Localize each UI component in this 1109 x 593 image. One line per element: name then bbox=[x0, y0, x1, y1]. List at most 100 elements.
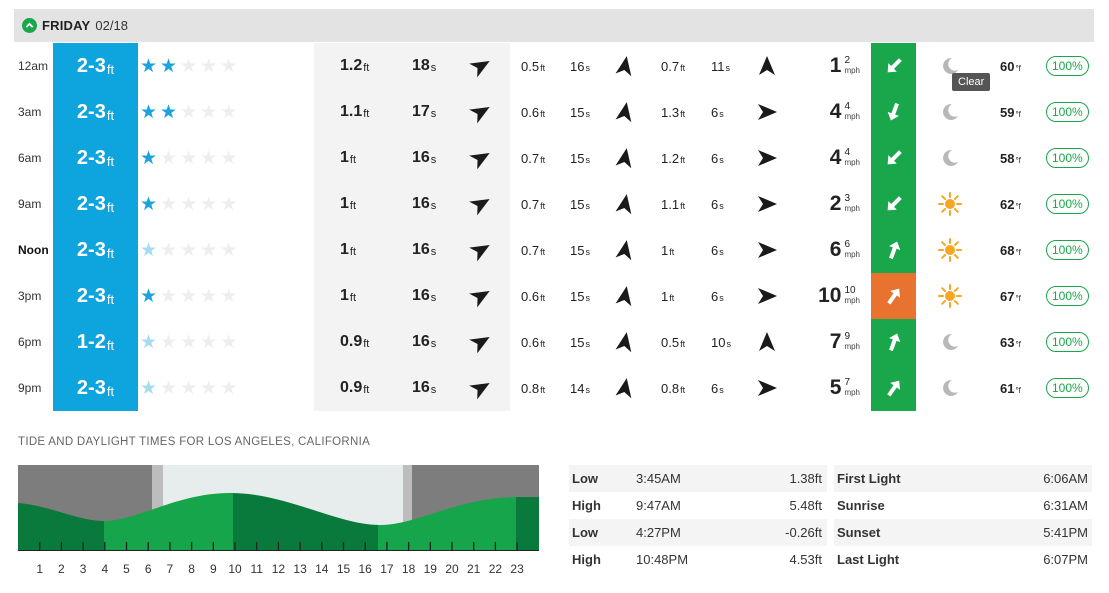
secondary-swell-direction-icon bbox=[610, 181, 640, 227]
secondary-swell-direction-icon bbox=[610, 319, 640, 365]
star-icon: ★ bbox=[220, 285, 241, 307]
tide-hour-labels: 1 2 3 4 5 6 7 8 9 10 11 12 13 14 15 16 17 18 19 20 21 22 23 bbox=[18, 562, 539, 578]
moon-icon[interactable] bbox=[936, 135, 964, 181]
primary-swell-direction-icon bbox=[466, 365, 496, 411]
star-icon: ★ bbox=[140, 55, 161, 77]
star-icon: ★ bbox=[140, 193, 161, 215]
hour-tick-label: 9 bbox=[209, 562, 217, 576]
star-icon: ★ bbox=[180, 285, 201, 307]
hour-tick-label: 19 bbox=[423, 562, 437, 576]
tertiary-swell-height: 0.5 ft bbox=[661, 334, 686, 350]
secondary-swell-height: 0.7 ft bbox=[521, 150, 546, 166]
sun-icon[interactable] bbox=[936, 227, 964, 273]
chevron-up-icon[interactable] bbox=[22, 18, 37, 33]
row-time: Noon bbox=[18, 243, 49, 257]
forecast-row[interactable]: 3am 2-3 ft ★ ★ ★ ★ ★ 1.1 ft 17 s 0.6 ft 15 s 1.3 ft 6 s 4 4 mp… bbox=[14, 89, 1094, 135]
hour-tick-label: 10 bbox=[228, 562, 242, 576]
primary-swell-period: 16 s bbox=[412, 333, 437, 350]
moon-icon[interactable] bbox=[936, 43, 964, 89]
forecast-row[interactable]: 9pm 2-3 ft ★ ★ ★ ★ ★ 0.9 ft 16 s 0.8 ft 14 s 0.8 ft 6 s 5 7 mp… bbox=[14, 365, 1094, 411]
moon-icon[interactable] bbox=[936, 89, 964, 135]
probability-badge: 100% bbox=[1046, 227, 1089, 273]
tertiary-swell-direction-icon bbox=[752, 365, 782, 411]
moon-icon[interactable] bbox=[936, 365, 964, 411]
surf-height: 2-3 ft bbox=[76, 376, 115, 399]
forecast-row[interactable]: 12am 2-3 ft ★ ★ ★ ★ ★ 1.2 ft 18 s 0.5 ft 16 s 0.7 ft 11 s 1 2… bbox=[14, 43, 1094, 89]
star-icon: ★ bbox=[220, 193, 241, 215]
tertiary-swell-direction-icon bbox=[752, 89, 782, 135]
forecast-row[interactable]: 6am 2-3 ft ★ ★ ★ ★ ★ 1 ft 16 s 0.7 ft 15 s 1.2 ft 6 s 4 4 mph 5… bbox=[14, 135, 1094, 181]
secondary-swell-height: 0.8 ft bbox=[521, 380, 546, 396]
tide-row: High 10:48PM 4.53ft bbox=[572, 552, 822, 567]
surf-height-column bbox=[53, 43, 138, 411]
forecast-row[interactable]: 9am 2-3 ft ★ ★ ★ ★ ★ 1 ft 16 s 0.7 ft 15 s 1.1 ft 6 s 2 3 mph 6… bbox=[14, 181, 1094, 227]
secondary-swell-height: 0.6 ft bbox=[521, 104, 546, 120]
secondary-swell-direction-icon bbox=[610, 227, 640, 273]
row-time: 3pm bbox=[18, 289, 42, 303]
star-icon: ★ bbox=[180, 239, 201, 261]
rating-stars: ★ ★ ★ ★ ★ bbox=[140, 319, 240, 365]
star-icon: ★ bbox=[160, 193, 181, 215]
tide-chart bbox=[18, 465, 539, 551]
day-header[interactable]: FRIDAY 02/18 bbox=[14, 9, 1094, 42]
star-icon: ★ bbox=[200, 193, 221, 215]
forecast-row[interactable]: 6pm 1-2 ft ★ ★ ★ ★ ★ 0.9 ft 16 s 0.6 ft 15 s 0.5 ft 10 s 7 9 m… bbox=[14, 319, 1094, 365]
sun-icon[interactable] bbox=[936, 181, 964, 227]
primary-swell-period: 16 s bbox=[412, 287, 437, 304]
star-icon: ★ bbox=[160, 239, 181, 261]
hour-tick-label: 11 bbox=[250, 562, 263, 576]
star-icon: ★ bbox=[180, 331, 201, 353]
tertiary-swell-direction-icon bbox=[752, 319, 782, 365]
tide-row: High 9:47AM 5.48ft bbox=[572, 498, 822, 513]
primary-swell-period: 16 s bbox=[412, 379, 437, 396]
hour-tick-label: 12 bbox=[271, 562, 286, 576]
primary-swell-direction-icon bbox=[466, 135, 496, 181]
wind-direction-icon bbox=[871, 43, 916, 89]
temperature: 58 °f bbox=[1000, 150, 1021, 166]
star-icon: ★ bbox=[160, 55, 181, 77]
star-icon: ★ bbox=[140, 101, 161, 123]
hour-tick-label: 21 bbox=[467, 562, 481, 576]
secondary-swell-direction-icon bbox=[610, 89, 640, 135]
rating-stars: ★ ★ ★ ★ ★ bbox=[140, 365, 240, 411]
hour-tick-label: 4 bbox=[101, 562, 109, 576]
sun-icon[interactable] bbox=[936, 273, 964, 319]
moon-icon[interactable] bbox=[936, 319, 964, 365]
secondary-swell-period: 15 s bbox=[570, 104, 590, 120]
tide-curve bbox=[18, 492, 539, 551]
row-time: 9am bbox=[18, 197, 42, 211]
forecast-row[interactable]: 3pm 2-3 ft ★ ★ ★ ★ ★ 1 ft 16 s 0.6 ft 15 s 1 ft 6 s 10 10 mph 6… bbox=[14, 273, 1094, 319]
tertiary-swell-height: 0.8 ft bbox=[661, 380, 686, 396]
star-icon: ★ bbox=[160, 377, 181, 399]
tertiary-swell-height: 1.3 ft bbox=[661, 104, 686, 120]
surf-height: 2-3 ft bbox=[76, 100, 115, 123]
star-icon: ★ bbox=[160, 147, 181, 169]
tide-times-table: Low 3:45AM 1.38ft High 9:47AM 5.48ft Low… bbox=[569, 465, 827, 573]
star-icon: ★ bbox=[160, 101, 181, 123]
hour-tick-label: 22 bbox=[488, 562, 503, 576]
hour-tick-label: 7 bbox=[166, 562, 174, 576]
tide-section-title: TIDE AND DAYLIGHT TIMES FOR LOS ANGELES,… bbox=[18, 436, 371, 448]
rating-stars: ★ ★ ★ ★ ★ bbox=[140, 43, 240, 89]
wind-direction-icon bbox=[871, 89, 916, 135]
hour-tick-label: 15 bbox=[336, 562, 351, 576]
tertiary-swell-direction-icon bbox=[752, 227, 782, 273]
primary-swell-direction-icon bbox=[466, 227, 496, 273]
forecast-row[interactable]: Noon 2-3 ft ★ ★ ★ ★ ★ 1 ft 16 s 0.7 ft 15 s 1 ft 6 s 6 6 mph 68… bbox=[14, 227, 1094, 273]
hour-tick-label: 8 bbox=[188, 562, 195, 576]
secondary-swell-direction-icon bbox=[610, 135, 640, 181]
hour-tick-label: 5 bbox=[123, 562, 130, 576]
hour-tick-label: 3 bbox=[79, 562, 87, 576]
primary-swell-height: 0.9 ft bbox=[340, 333, 370, 350]
wind-speed: 10 10 mph bbox=[818, 284, 860, 307]
star-icon: ★ bbox=[160, 331, 181, 353]
temperature: 60 °f bbox=[1000, 58, 1021, 74]
probability-badge: 100% bbox=[1046, 273, 1089, 319]
secondary-swell-period: 15 s bbox=[570, 334, 590, 350]
secondary-swell-direction-icon bbox=[610, 365, 640, 411]
tertiary-swell-height: 1.1 ft bbox=[661, 196, 686, 212]
star-icon: ★ bbox=[220, 147, 241, 169]
temperature: 59 °f bbox=[1000, 104, 1021, 120]
wind-speed: 6 6 mph bbox=[829, 238, 860, 261]
